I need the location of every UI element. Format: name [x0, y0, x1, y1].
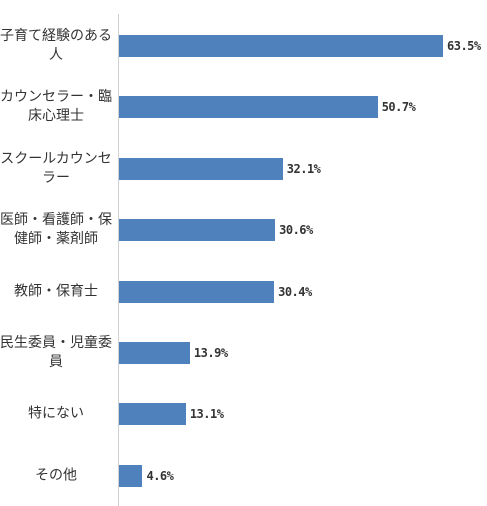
category-label: 子育て経験のある人 — [0, 28, 112, 63]
category-label: 特にない — [28, 405, 84, 422]
bar — [119, 157, 283, 180]
data-label: 13.1% — [189, 407, 224, 422]
data-label: 32.1% — [286, 161, 321, 176]
bar — [119, 342, 190, 364]
axis-line — [118, 14, 119, 506]
bar — [119, 35, 443, 57]
category-label: 教師・保育士 — [14, 283, 98, 300]
category-label: その他 — [35, 467, 77, 484]
category-label: カウンセラー・臨床心理士 — [0, 89, 112, 125]
category-label: 医師・看護師・保健師・薬剤師 — [0, 212, 112, 248]
bar — [119, 219, 276, 242]
bar — [119, 403, 186, 426]
data-label: 50.7% — [381, 100, 416, 115]
category-label: 民生委員・児童委員 — [0, 335, 112, 370]
data-label: 63.5% — [447, 39, 481, 53]
data-label: 30.6% — [279, 223, 313, 238]
bar — [119, 280, 275, 303]
bar — [119, 96, 378, 119]
data-label: 30.4% — [278, 284, 312, 299]
category-label: スクールカウンセラー — [0, 150, 112, 186]
data-label: 13.9% — [193, 346, 228, 360]
data-label: 4.6% — [146, 468, 174, 483]
bar — [119, 464, 143, 487]
